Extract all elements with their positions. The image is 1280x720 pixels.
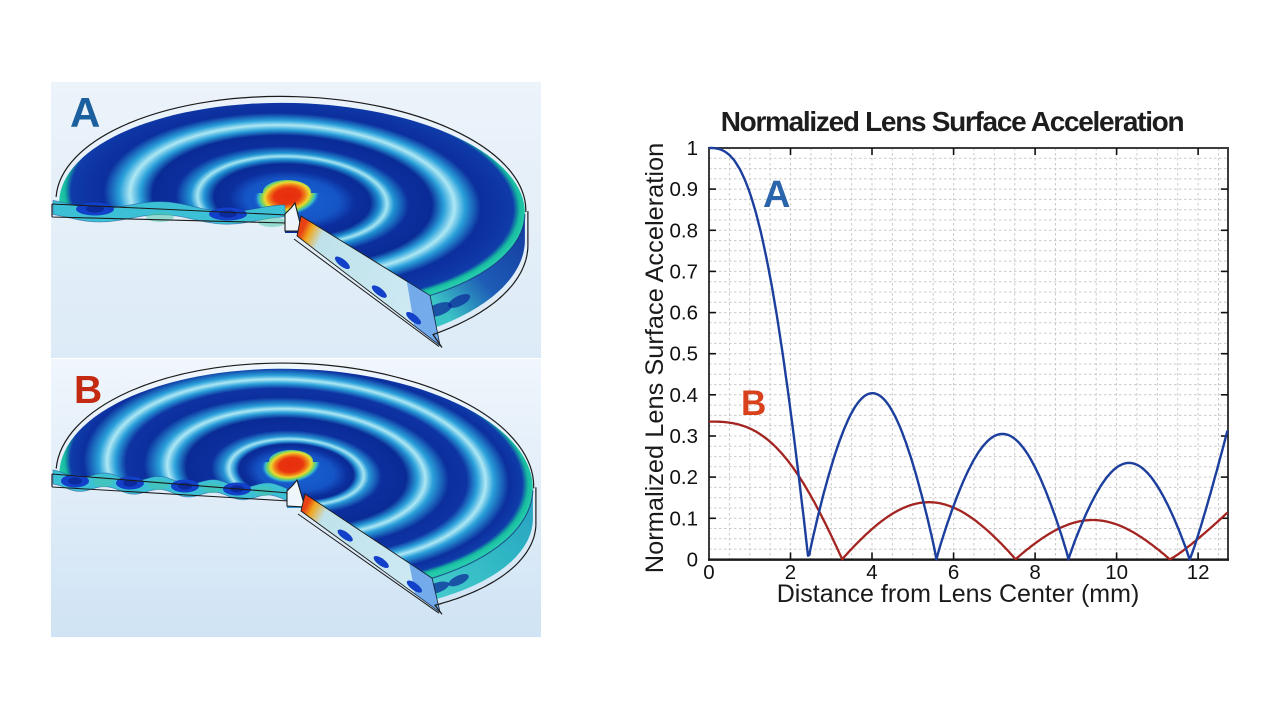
svg-text:0.1: 0.1 (670, 507, 699, 530)
svg-text:B: B (741, 384, 766, 423)
svg-text:0: 0 (703, 561, 714, 584)
svg-text:6: 6 (948, 561, 959, 584)
svg-text:0.3: 0.3 (670, 425, 699, 448)
svg-text:0.2: 0.2 (670, 466, 699, 489)
svg-text:0: 0 (687, 548, 698, 571)
svg-text:0.4: 0.4 (670, 384, 699, 407)
svg-text:Distance from Lens Center (mm): Distance from Lens Center (mm) (777, 580, 1140, 608)
svg-text:10: 10 (1105, 561, 1128, 584)
svg-text:0.6: 0.6 (670, 302, 699, 325)
svg-text:0.7: 0.7 (670, 260, 699, 283)
svg-text:Normalized Lens Surface Accele: Normalized Lens Surface Acceleration (721, 106, 1184, 137)
svg-text:0.9: 0.9 (670, 178, 699, 201)
svg-text:B: B (74, 369, 102, 412)
svg-text:12: 12 (1187, 561, 1210, 584)
svg-text:0.5: 0.5 (670, 343, 699, 366)
svg-text:A: A (763, 174, 790, 216)
svg-text:Normalized Lens Surface Accele: Normalized Lens Surface Acceleration (641, 143, 669, 573)
svg-text:8: 8 (1029, 561, 1040, 584)
svg-text:1: 1 (687, 137, 698, 160)
svg-text:A: A (70, 89, 100, 136)
svg-text:0.8: 0.8 (670, 219, 699, 242)
svg-text:2: 2 (785, 561, 796, 584)
svg-text:4: 4 (866, 561, 877, 584)
